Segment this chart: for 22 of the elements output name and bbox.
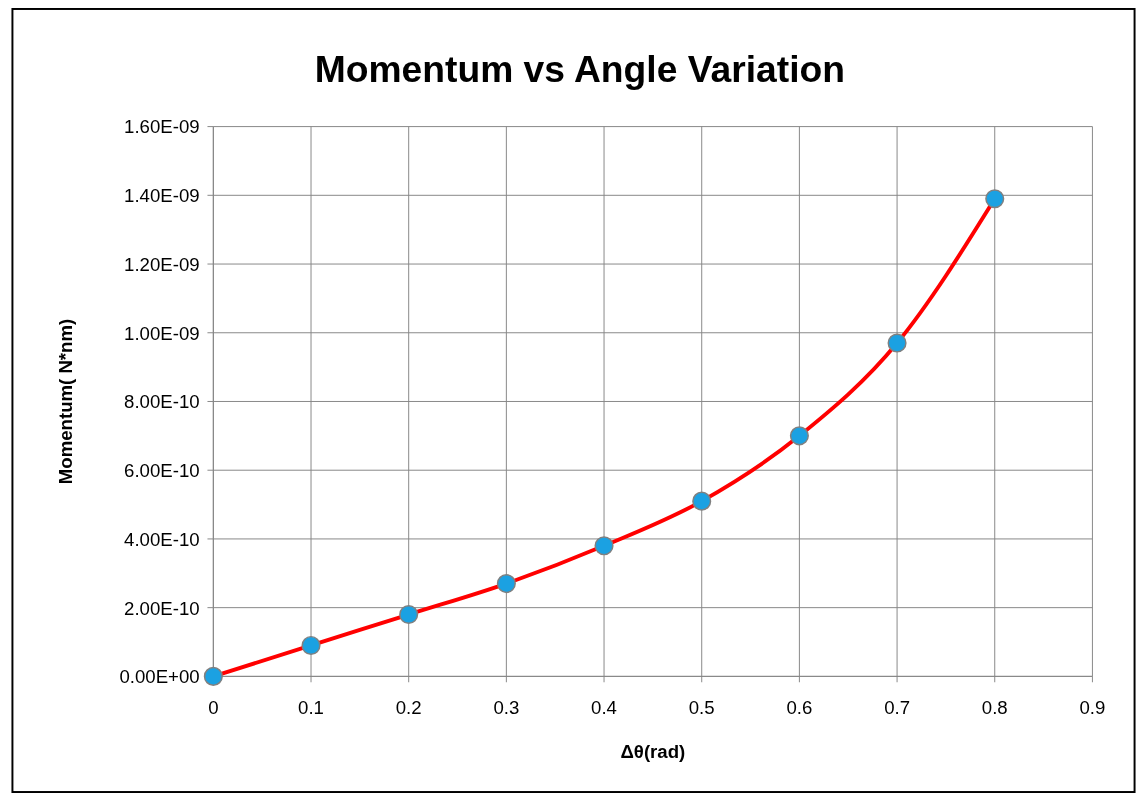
x-tick-label: 0.4 (591, 696, 617, 718)
x-tick-label: 0.7 (884, 696, 911, 718)
x-tick-label: 0.6 (786, 696, 813, 718)
y-tick-label: 0.00E+00 (119, 666, 200, 688)
x-tick-label: 0.1 (298, 696, 324, 718)
y-tick-label: 1.60E-09 (124, 116, 200, 138)
x-tick-label: 0.2 (395, 696, 422, 718)
y-tick-label: 8.00E-10 (124, 391, 200, 413)
x-axis-title: Δθ(rad) (620, 740, 686, 762)
x-tick-label: 0 (208, 696, 219, 718)
x-tick-label: 0.3 (493, 696, 520, 718)
y-tick-label: 2.00E-10 (124, 597, 200, 619)
x-tick-label: 0.8 (981, 696, 1008, 718)
y-tick-label: 6.00E-10 (124, 460, 200, 482)
y-tick-label: 1.20E-09 (124, 253, 200, 275)
x-tick-label: 0.9 (1079, 696, 1106, 718)
x-tick-label: 0.5 (688, 696, 715, 718)
y-tick-label: 4.00E-10 (124, 528, 200, 550)
y-tick-label: 1.00E-09 (124, 322, 200, 344)
chart-title: Momentum vs Angle Variation (314, 47, 846, 90)
y-axis-title: Momentum( N*nm) (55, 318, 77, 485)
y-tick-label: 1.40E-09 (124, 185, 200, 207)
